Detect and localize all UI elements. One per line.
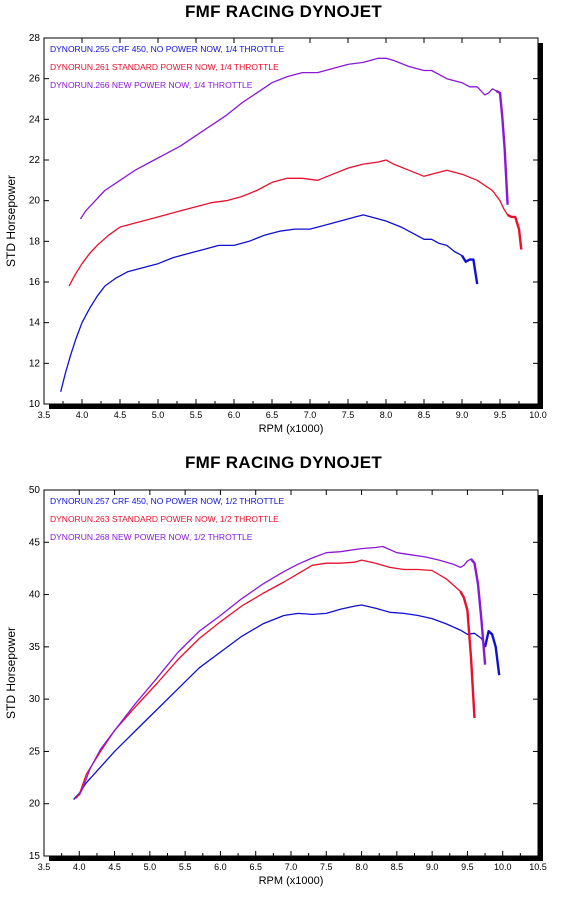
- y-tick-label: 20: [29, 799, 41, 810]
- y-tick-label: 45: [29, 537, 41, 548]
- y-tick-label: 20: [29, 196, 41, 207]
- x-tick-label: 4.5: [114, 410, 127, 420]
- x-axis-label: RPM (x1000): [259, 875, 324, 887]
- legend-entry-3: DYNORUN.268 NEW POWER NOW, 1/2 THROTTLE: [50, 532, 253, 542]
- y-tick-label: 28: [29, 33, 41, 44]
- x-tick-label: 8.0: [355, 862, 368, 872]
- series-line-1: [60, 214, 478, 392]
- y-tick-label: 50: [29, 485, 41, 496]
- x-tick-label: 8.0: [380, 410, 393, 420]
- y-tick-label: 18: [29, 236, 41, 247]
- legend-entry-2: DYNORUN.261 STANDARD POWER NOW, 1/4 THRO…: [50, 62, 279, 72]
- y-tick-label: 30: [29, 694, 41, 705]
- series-line-tail-1: [483, 629, 501, 676]
- chart-2-svg: 3.5 4.0 4.5 5.0 5.5 6.0 6.5 7.0 7.5 8.0 8.5 9.0 9.5 1…: [4, 485, 547, 887]
- legend-entry-3: DYNORUN.266 NEW POWER NOW, 1/4 THROTTLE: [50, 80, 253, 90]
- x-tick-label: 7.0: [285, 862, 298, 872]
- series-line-tail-1: [460, 254, 479, 285]
- x-tick-label: 10.0: [494, 862, 512, 872]
- legend-entry-1: DYNORUN.257 CRF 450, NO POWER NOW, 1/2 T…: [50, 496, 284, 506]
- series-line-tail-3: [495, 89, 509, 205]
- series-line-3: [79, 57, 509, 220]
- y-axis-label: STD Horsepower: [4, 175, 18, 267]
- y-tick-label: 10: [29, 399, 41, 410]
- y-tick-label: 16: [29, 277, 41, 288]
- x-tick-label: 5.5: [190, 410, 203, 420]
- chart-1-title: FMF RACING DYNOJET: [184, 2, 383, 21]
- y-tick-label: 25: [29, 746, 41, 757]
- x-tick-label: 6.0: [228, 410, 241, 420]
- x-tick-label: 5.0: [144, 862, 157, 872]
- x-tick-label: 10.5: [529, 862, 547, 872]
- y-tick-label: 14: [29, 318, 41, 329]
- x-tick-label: 7.0: [304, 410, 317, 420]
- series-line-1: [73, 604, 500, 800]
- x-tick-label: 9.0: [456, 410, 469, 420]
- legend-entry-2: DYNORUN.263 STANDARD POWER NOW, 1/2 THRO…: [50, 514, 279, 524]
- series-line-tail-2: [507, 213, 523, 250]
- series-line-2: [75, 559, 476, 799]
- x-axis-label: RPM (x1000): [259, 423, 324, 435]
- y-tick-label: 40: [29, 590, 41, 601]
- x-tick-label: 4.0: [73, 862, 86, 872]
- x-tick-label: 4.0: [76, 410, 89, 420]
- y-tick-label: 26: [29, 74, 41, 85]
- plot-area: [43, 489, 539, 857]
- x-tick-label: 6.5: [249, 862, 262, 872]
- series-line-tail-3: [470, 558, 487, 665]
- y-tick-label: 24: [29, 114, 41, 125]
- series-line-2: [68, 159, 522, 287]
- y-tick-label: 15: [29, 851, 41, 862]
- y-tick-label: 35: [29, 642, 41, 653]
- x-tick-label: 6.0: [214, 862, 227, 872]
- x-tick-label: 4.5: [108, 862, 121, 872]
- x-tick-label: 3.5: [38, 862, 51, 872]
- series-line-tail-2: [459, 590, 476, 719]
- x-tick-label: 9.5: [461, 862, 474, 872]
- x-tick-label: 7.5: [320, 862, 333, 872]
- chart-2-title: FMF RACING DYNOJET: [184, 453, 383, 472]
- y-tick-label: 12: [29, 358, 41, 369]
- x-tick-label: 9.5: [494, 410, 507, 420]
- y-axis-label: STD Horsepower: [4, 627, 18, 719]
- plot-area: [43, 37, 539, 405]
- x-tick-label: 5.0: [152, 410, 165, 420]
- y-tick-label: 22: [29, 155, 41, 166]
- x-tick-label: 3.5: [38, 410, 51, 420]
- x-tick-label: 8.5: [418, 410, 431, 420]
- x-tick-label: 6.5: [266, 410, 279, 420]
- x-tick-label: 5.5: [179, 862, 192, 872]
- legend-entry-1: DYNORUN.255 CRF 450, NO POWER NOW, 1/4 T…: [50, 44, 284, 54]
- series-line-3: [78, 545, 486, 796]
- x-tick-label: 8.5: [391, 862, 404, 872]
- x-tick-label: 9.0: [426, 862, 439, 872]
- x-tick-label: 7.5: [342, 410, 355, 420]
- chart-1-svg: 3.5 4.0 4.5 5.0 5.5 6.0 6.5 7.0 7.5 8.0 8.5 9.0 9.5 1…: [4, 33, 547, 435]
- x-tick-label: 10.0: [529, 410, 547, 420]
